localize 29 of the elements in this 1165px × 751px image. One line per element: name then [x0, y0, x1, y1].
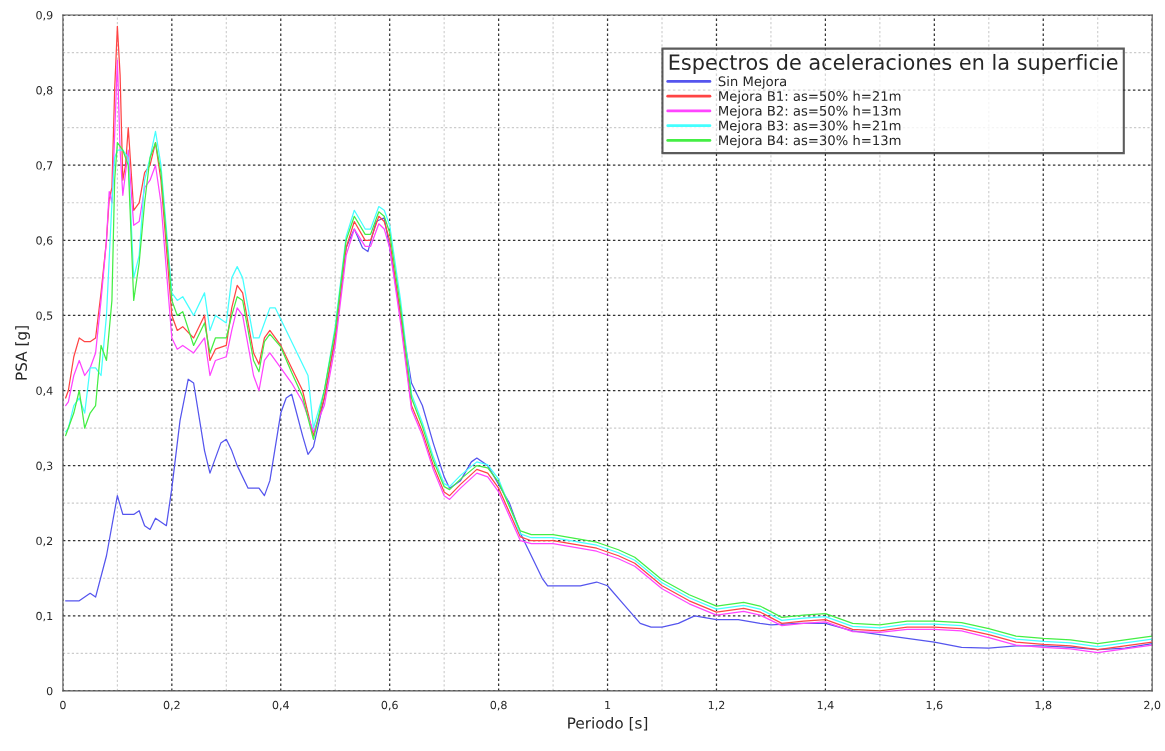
- y-tick-label: 0,9: [36, 10, 53, 21]
- y-tick-label: 0: [46, 686, 53, 696]
- y-axis-title: PSA [g]: [15, 326, 30, 380]
- x-tick-label: 0,4: [272, 700, 289, 711]
- x-tick-label: 1,4: [817, 700, 834, 711]
- legend-label: Mejora B2: as=50% h=13m: [719, 105, 901, 119]
- x-tick-label: 0: [60, 700, 66, 710]
- y-tick-label: 0,6: [36, 236, 53, 246]
- x-tick-label: 1: [605, 700, 611, 710]
- y-tick-label: 0,2: [36, 536, 53, 547]
- y-tick-label: 0,1: [36, 611, 53, 622]
- y-tick-label: 0,3: [36, 461, 53, 472]
- x-tick-label: 0,2: [163, 700, 180, 711]
- x-tick-label: 0,8: [490, 700, 507, 711]
- y-tick-label: 0,4: [36, 386, 53, 397]
- y-tick-label: 0,8: [36, 86, 53, 96]
- legend-label: Mejora B4: as=30% h=13m: [719, 135, 901, 148]
- legend-label: Sin Mejora: [718, 76, 787, 89]
- x-tick-label: 1,8: [1035, 700, 1052, 711]
- x-tick-label: 1,6: [926, 700, 943, 711]
- x-tick-label: 2,0: [1144, 700, 1161, 711]
- x-tick-label: 0,6: [381, 700, 398, 711]
- x-tick-label: 1,2: [708, 700, 725, 711]
- x-axis-title: Periodo [s]: [568, 716, 648, 731]
- legend-label: Mejora B3: as=30% h=21m: [719, 120, 901, 134]
- legend-label: Mejora B1: as=50% h=21m: [719, 90, 901, 104]
- y-tick-label: 0,5: [36, 311, 53, 321]
- legend-title: Espectros de aceleraciones en la superficie: [669, 53, 1118, 75]
- y-tick-label: 0,7: [36, 161, 53, 171]
